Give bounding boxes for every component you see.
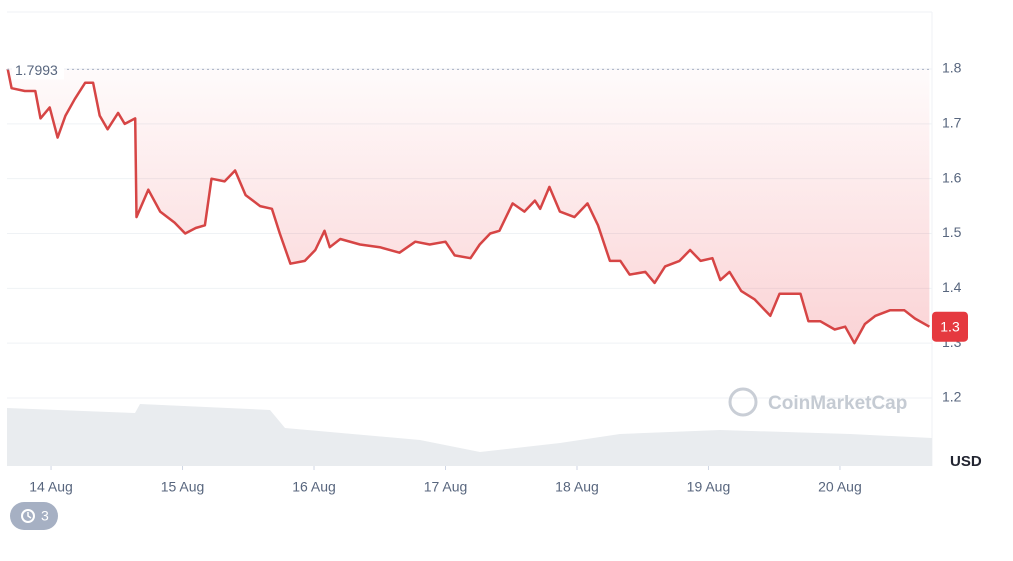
y-tick-label: 1.2 (942, 389, 962, 405)
y-unit: USD (950, 453, 982, 470)
x-tick-label: 19 Aug (687, 479, 731, 495)
badge-icon (21, 509, 35, 523)
x-tick-label: 15 Aug (161, 479, 205, 495)
last-price-label: 1.3 (940, 318, 960, 334)
badge-count[interactable]: 3 (41, 508, 49, 524)
watermark-logo (728, 387, 758, 417)
reference-label: 1.7993 (15, 62, 58, 78)
area-fill (7, 69, 930, 344)
price-line (6, 68, 931, 345)
y-tick-label: 1.6 (942, 169, 962, 185)
badge-icon-hand (27, 512, 32, 519)
x-tick-label: 20 Aug (818, 479, 862, 495)
x-tick-label: 17 Aug (424, 479, 468, 495)
history-badge[interactable]: 3 (10, 502, 58, 530)
last-price-badge (932, 311, 968, 342)
y-tick-label: 1.7 (942, 115, 962, 131)
reference-label-bg (12, 59, 64, 80)
x-tick-label: 18 Aug (555, 479, 599, 495)
x-tick-label: 16 Aug (292, 479, 336, 495)
x-tick-label: 14 Aug (29, 479, 73, 495)
y-tick-label: 1.4 (942, 279, 962, 295)
y-tick-label: 1.8 (942, 60, 962, 76)
y-tick-label: 1.5 (942, 224, 962, 240)
volume-area (7, 404, 932, 466)
watermark: CoinMarketCap (728, 387, 907, 417)
watermark-text: CoinMarketCap (768, 393, 907, 414)
